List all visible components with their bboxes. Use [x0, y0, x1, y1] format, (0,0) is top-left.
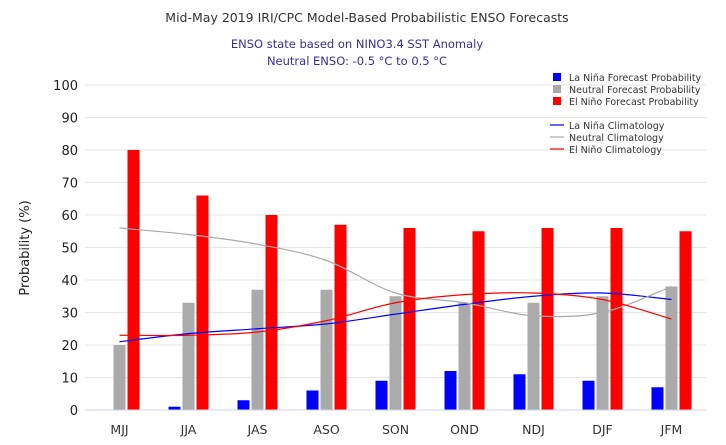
x-tick-label: NDJ: [522, 422, 545, 437]
bar-el-ni-o-forecast-probability-son: [403, 228, 416, 410]
bars: [113, 150, 692, 410]
legend-label: Neutral Climatology: [569, 133, 664, 144]
bar-neutral-forecast-probability-jja: [182, 302, 195, 410]
x-tick-label: ASO: [313, 422, 339, 437]
chart-subtitle-line-2: Neutral ENSO: -0.5 °C to 0.5 °C: [267, 54, 447, 68]
y-tick-label: 10: [61, 372, 78, 387]
y-tick-label: 0: [70, 404, 78, 419]
chart-title: Mid-May 2019 IRI/CPC Model-Based Probabi…: [165, 10, 568, 25]
legend-swatch: [553, 73, 561, 81]
bar-la-ni-a-forecast-probability-djf: [582, 380, 595, 410]
bar-el-ni-o-forecast-probability-djf: [610, 228, 623, 410]
line-el-ni-o-climatology: [119, 292, 672, 337]
x-tick-label: JFM: [660, 422, 683, 437]
bar-el-ni-o-forecast-probability-jas: [265, 215, 278, 410]
bar-neutral-forecast-probability-mjj: [113, 345, 126, 410]
bar-el-ni-o-forecast-probability-mjj: [127, 150, 140, 410]
bar-neutral-forecast-probability-jas: [251, 289, 264, 410]
bar-el-ni-o-forecast-probability-ndj: [541, 228, 554, 410]
chart-subtitle-line-1: ENSO state based on NINO3.4 SST Anomaly: [231, 37, 484, 51]
legend-item-neutral-forecast-probability[interactable]: Neutral Forecast Probability: [553, 85, 701, 96]
bar-neutral-forecast-probability-ndj: [527, 302, 540, 410]
legend-item-la-ni-a-forecast-probability[interactable]: La Niña Forecast Probability: [553, 73, 702, 84]
bar-la-ni-a-forecast-probability-jas: [237, 400, 250, 410]
bar-la-ni-a-forecast-probability-jja: [168, 406, 181, 410]
legend-swatch: [553, 85, 561, 93]
bar-el-ni-o-forecast-probability-jfm: [679, 231, 692, 410]
y-tick-label: 50: [61, 242, 78, 257]
x-tick-label: OND: [450, 422, 479, 437]
legend-swatch: [553, 97, 561, 105]
bar-la-ni-a-forecast-probability-ndj: [513, 374, 526, 410]
x-axis-ticks: MJJ JJA JAS ASO SON OND NDJ DJF JFM: [110, 422, 682, 437]
y-tick-label: 60: [61, 209, 78, 224]
line-neutral-climatology: [119, 227, 672, 318]
y-tick-label: 40: [61, 274, 78, 289]
legend-item-la-ni-a-climatology[interactable]: La Niña Climatology: [550, 121, 665, 132]
x-tick-label: JJA: [180, 422, 197, 437]
bar-neutral-forecast-probability-ond: [458, 302, 471, 410]
y-tick-label: 70: [61, 177, 78, 192]
bar-el-ni-o-forecast-probability-jja: [196, 195, 209, 410]
legend-item-el-ni-o-climatology[interactable]: El Niño Climatology: [550, 145, 662, 156]
x-tick-label: MJJ: [110, 422, 128, 437]
climatology-lines: [119, 227, 672, 343]
bar-neutral-forecast-probability-aso: [320, 289, 333, 410]
legend-item-neutral-climatology[interactable]: Neutral Climatology: [550, 133, 664, 144]
legend-label: El Niño Climatology: [569, 145, 662, 156]
bar-la-ni-a-forecast-probability-aso: [306, 390, 319, 410]
bar-la-ni-a-forecast-probability-son: [375, 380, 388, 410]
y-axis-ticks: 0 10 20 30 40 50 60 70 80 90 100: [53, 79, 78, 419]
x-tick-label: DJF: [592, 422, 613, 437]
line-la-ni-a-climatology: [119, 292, 672, 343]
legend-label: La Niña Climatology: [569, 121, 665, 132]
bar-neutral-forecast-probability-djf: [596, 296, 609, 410]
bar-neutral-forecast-probability-son: [389, 296, 402, 410]
y-tick-label: 80: [61, 144, 78, 159]
y-tick-label: 20: [61, 339, 78, 354]
legend-label: La Niña Forecast Probability: [569, 73, 702, 84]
bar-neutral-forecast-probability-jfm: [665, 286, 678, 410]
x-tick-label: JAS: [247, 422, 268, 437]
legend-item-el-ni-o-forecast-probability[interactable]: El Niño Forecast Probability: [553, 97, 699, 108]
y-tick-label: 90: [61, 112, 78, 127]
y-axis-label: Probability (%): [18, 200, 33, 295]
y-tick-label: 100: [53, 79, 78, 94]
x-tick-label: SON: [382, 422, 409, 437]
bar-la-ni-a-forecast-probability-jfm: [651, 387, 664, 410]
y-tick-label: 30: [61, 307, 78, 322]
legend-label: El Niño Forecast Probability: [569, 97, 699, 108]
bar-la-ni-a-forecast-probability-ond: [444, 371, 457, 410]
bar-el-ni-o-forecast-probability-ond: [472, 231, 485, 410]
legend-label: Neutral Forecast Probability: [569, 85, 701, 96]
